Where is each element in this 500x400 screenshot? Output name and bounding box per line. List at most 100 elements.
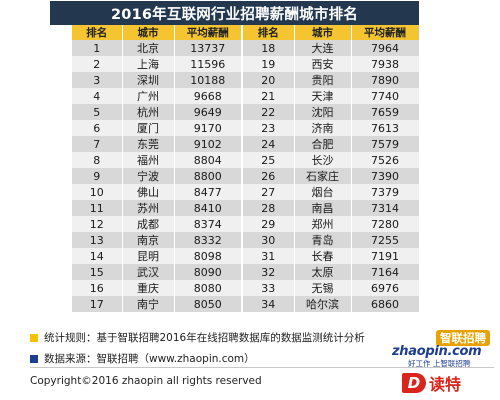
city-cell: 哈尔滨 <box>294 296 352 312</box>
salary-cell: 8098 <box>174 248 243 264</box>
rank-cell: 11 <box>72 200 123 216</box>
rank-cell: 15 <box>72 264 123 280</box>
city-cell: 上海 <box>122 56 175 72</box>
rank-cell: 16 <box>72 280 123 296</box>
city-cell: 长沙 <box>294 152 352 168</box>
blue-square-icon <box>30 354 38 363</box>
zhaopin-logo: 智联招聘 zhaopin.com 好工作 上智联招聘 <box>392 330 492 368</box>
header-salary-right: 平均薪酬 <box>351 25 420 40</box>
city-cell: 杭州 <box>122 104 175 120</box>
rank-cell: 26 <box>242 168 295 184</box>
city-cell: 宁波 <box>122 168 175 184</box>
yellow-square-icon <box>30 333 38 342</box>
rank-cell: 28 <box>242 200 295 216</box>
city-cell: 烟台 <box>294 184 352 200</box>
salary-cell: 13737 <box>174 40 243 56</box>
city-cell: 成都 <box>122 216 175 232</box>
salary-cell: 7390 <box>351 168 420 184</box>
salary-cell: 8804 <box>174 152 243 168</box>
header-rank: 排名 <box>72 25 123 40</box>
salary-cell: 8477 <box>174 184 243 200</box>
rank-cell: 33 <box>242 280 295 296</box>
salary-ranking-table: 排名 城市 平均薪酬 排名 城市 平均薪酬 1 北京 13737 18 大连 7964 2 上… <box>72 25 420 312</box>
data-source-note: 数据来源：智联招聘（www.zhaopin.com） <box>30 351 255 366</box>
rank-cell: 5 <box>72 104 123 120</box>
city-cell: 福州 <box>122 152 175 168</box>
table-header-row: 排名 城市 平均薪酬 排名 城市 平均薪酬 <box>72 25 420 40</box>
table-row: 11 苏州 8410 28 南昌 7314 <box>72 200 420 216</box>
rank-cell: 8 <box>72 152 123 168</box>
rank-cell: 17 <box>72 296 123 312</box>
header-city: 城市 <box>122 25 175 40</box>
rank-cell: 12 <box>72 216 123 232</box>
rank-cell: 22 <box>242 104 295 120</box>
salary-cell: 7964 <box>351 40 420 56</box>
rank-cell: 30 <box>242 232 295 248</box>
table-row: 5 杭州 9649 22 沈阳 7659 <box>72 104 420 120</box>
dute-watermark: D 读特 <box>402 371 461 395</box>
city-cell: 深圳 <box>122 72 175 88</box>
logo-slogan: 好工作 上智联招聘 <box>408 359 471 368</box>
chart-title: 2016年互联网行业招聘薪酬城市排名 <box>50 1 419 25</box>
dute-watermark-text: 读特 <box>429 375 462 394</box>
salary-cell: 10188 <box>174 72 243 88</box>
city-cell: 长春 <box>294 248 352 264</box>
city-cell: 天津 <box>294 88 352 104</box>
salary-cell: 7579 <box>351 136 420 152</box>
table-row: 17 南宁 8050 34 哈尔滨 6860 <box>72 296 420 312</box>
salary-cell: 8800 <box>174 168 243 184</box>
salary-cell: 7164 <box>351 264 420 280</box>
city-cell: 重庆 <box>122 280 175 296</box>
city-cell: 沈阳 <box>294 104 352 120</box>
rank-cell: 19 <box>242 56 295 72</box>
rank-cell: 10 <box>72 184 123 200</box>
table-row: 1 北京 13737 18 大连 7964 <box>72 40 420 56</box>
city-cell: 太原 <box>294 264 352 280</box>
salary-cell: 8090 <box>174 264 243 280</box>
rank-cell: 9 <box>72 168 123 184</box>
city-cell: 苏州 <box>122 200 175 216</box>
rank-cell: 27 <box>242 184 295 200</box>
rank-cell: 1 <box>72 40 123 56</box>
header-city-right: 城市 <box>294 25 352 40</box>
rank-cell: 21 <box>242 88 295 104</box>
rank-cell: 34 <box>242 296 295 312</box>
city-cell: 青岛 <box>294 232 352 248</box>
stat-rule-text: 统计规则：基于智联招聘2016年在线招聘数据库的数据监测统计分析 <box>44 332 365 344</box>
table-row: 13 南京 8332 30 青岛 7255 <box>72 232 420 248</box>
salary-cell: 9649 <box>174 104 243 120</box>
header-salary: 平均薪酬 <box>174 25 243 40</box>
stat-rule-note: 统计规则：基于智联招聘2016年在线招聘数据库的数据监测统计分析 <box>30 330 365 345</box>
rank-cell: 20 <box>242 72 295 88</box>
salary-cell: 11596 <box>174 56 243 72</box>
city-cell: 广州 <box>122 88 175 104</box>
salary-cell: 7191 <box>351 248 420 264</box>
city-cell: 济南 <box>294 120 352 136</box>
city-cell: 北京 <box>122 40 175 56</box>
table-row: 2 上海 11596 19 西安 7938 <box>72 56 420 72</box>
salary-cell: 7280 <box>351 216 420 232</box>
salary-cell: 6976 <box>351 280 420 296</box>
rank-cell: 24 <box>242 136 295 152</box>
data-source-text: 数据来源：智联招聘（www.zhaopin.com） <box>44 353 255 365</box>
salary-cell: 7379 <box>351 184 420 200</box>
salary-cell: 8374 <box>174 216 243 232</box>
salary-cell: 7938 <box>351 56 420 72</box>
city-cell: 武汉 <box>122 264 175 280</box>
table-body: 1 北京 13737 18 大连 7964 2 上海 11596 19 西安 7938 3 深圳 10188… <box>72 40 420 312</box>
table-row: 16 重庆 8080 33 无锡 6976 <box>72 280 420 296</box>
table-row: 3 深圳 10188 20 贵阳 7890 <box>72 72 420 88</box>
rank-cell: 4 <box>72 88 123 104</box>
city-cell: 南京 <box>122 232 175 248</box>
salary-cell: 9170 <box>174 120 243 136</box>
salary-cell: 7255 <box>351 232 420 248</box>
rank-cell: 14 <box>72 248 123 264</box>
salary-cell: 7314 <box>351 200 420 216</box>
table-row: 12 成都 8374 29 郑州 7280 <box>72 216 420 232</box>
salary-cell: 7740 <box>351 88 420 104</box>
rank-cell: 23 <box>242 120 295 136</box>
rank-cell: 7 <box>72 136 123 152</box>
salary-cell: 7613 <box>351 120 420 136</box>
table-row: 4 广州 9668 21 天津 7740 <box>72 88 420 104</box>
rank-cell: 32 <box>242 264 295 280</box>
